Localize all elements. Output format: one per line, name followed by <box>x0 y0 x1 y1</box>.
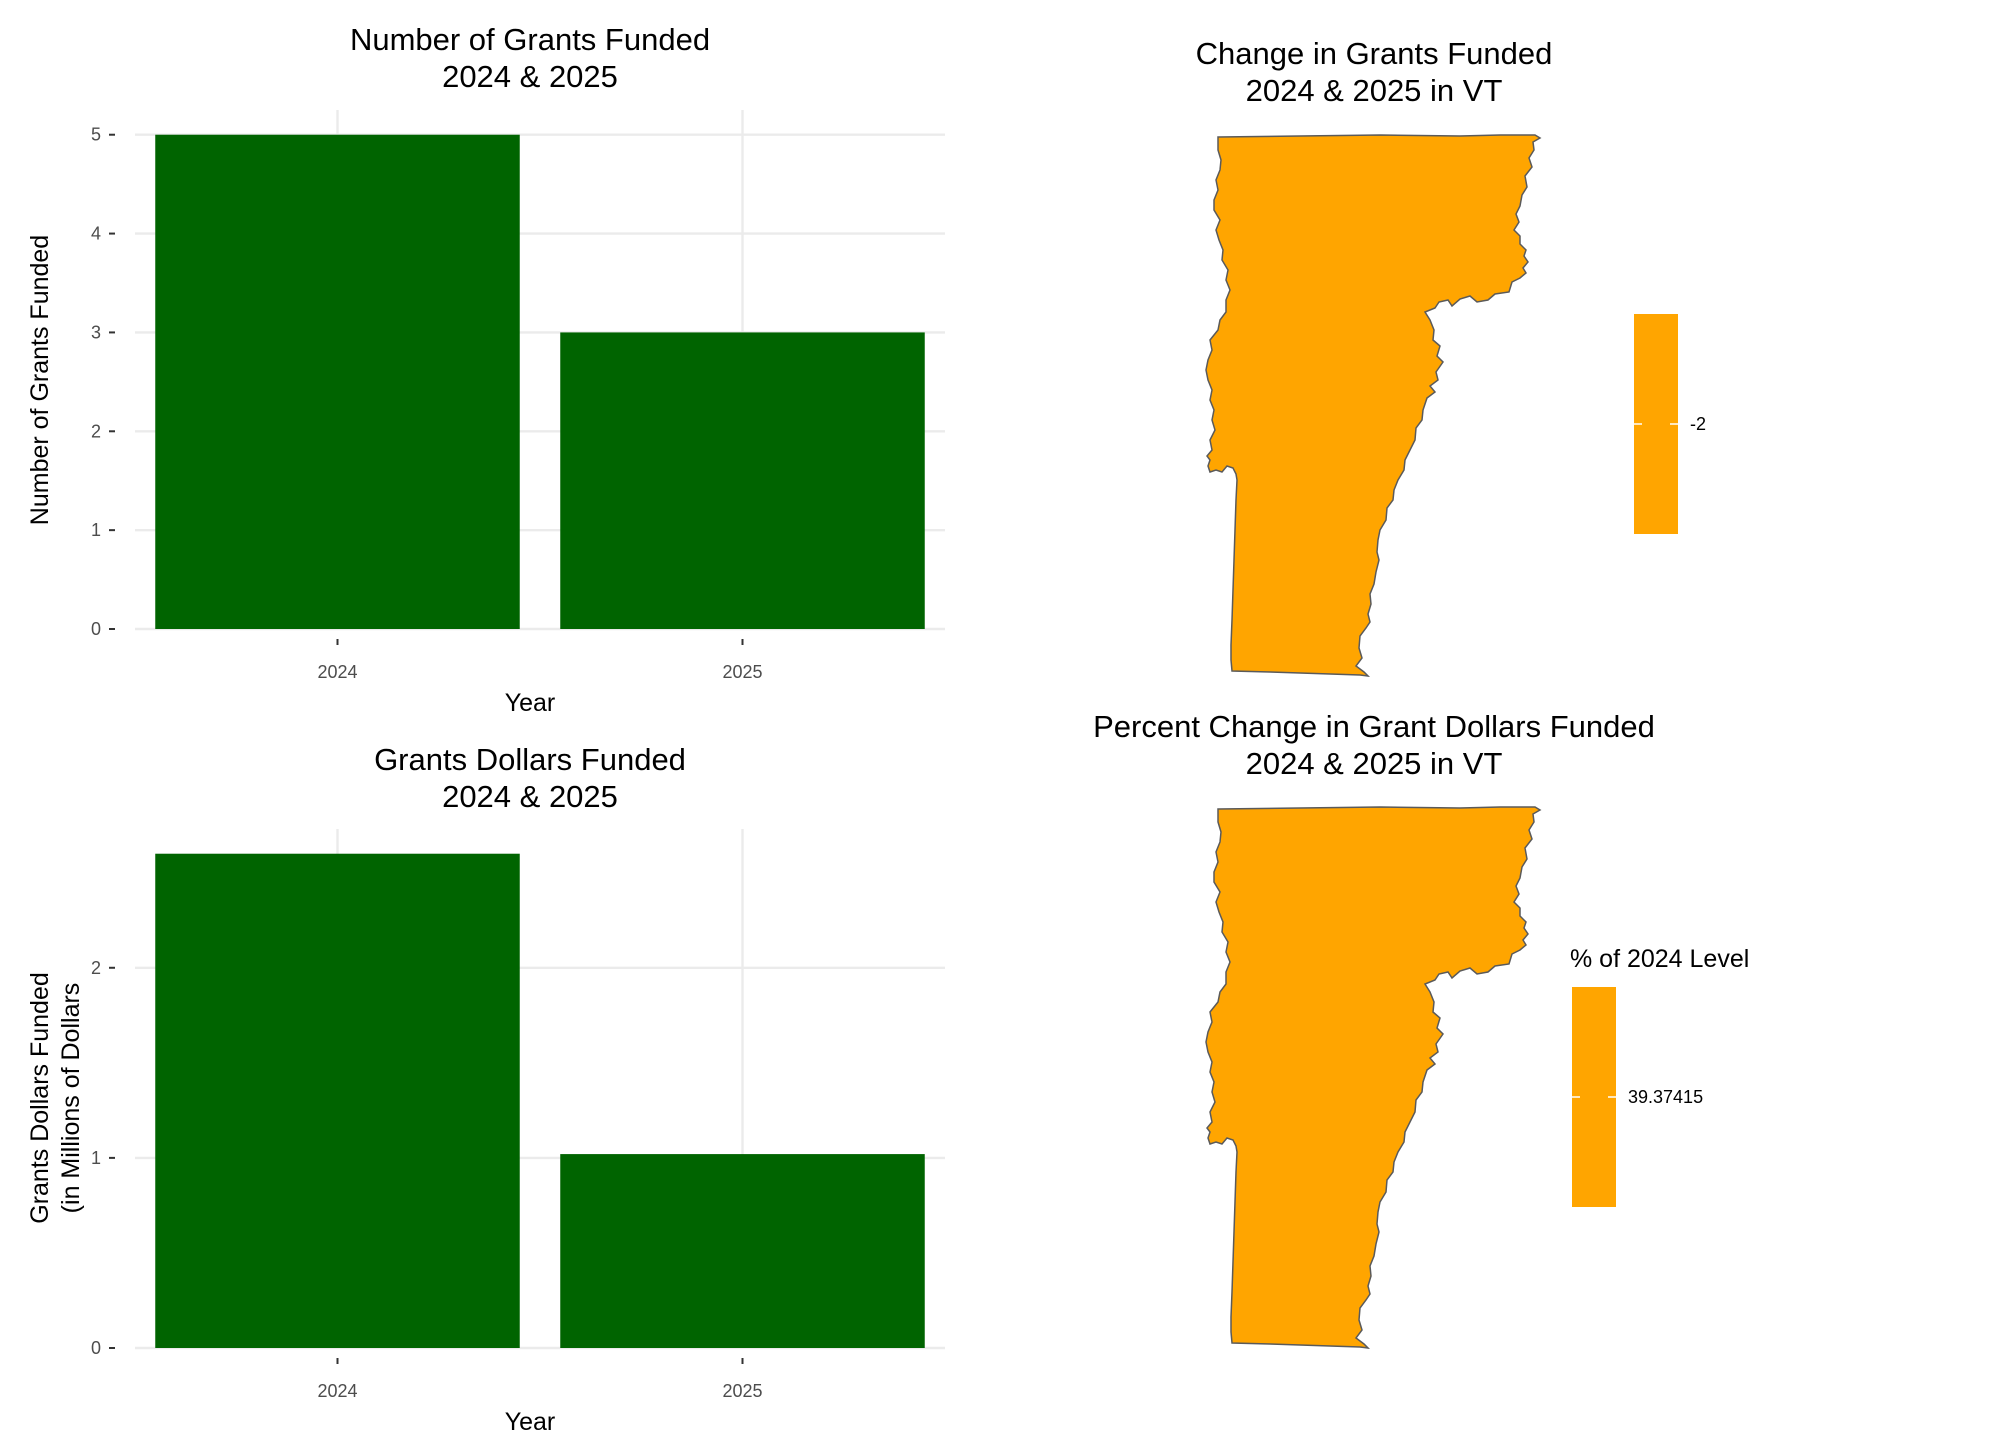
y-axis-title-line1: Grants Dollars Funded <box>26 972 54 1224</box>
map-title-line2: 2024 & 2025 in VT <box>1246 73 1503 108</box>
y-tick-label: 0 <box>91 619 101 639</box>
bar-2024 <box>155 134 520 629</box>
chart-title-line2: 2024 & 2025 <box>442 779 618 814</box>
map-change-grants: Change in Grants Funded 2024 & 2025 in V… <box>1196 36 1706 678</box>
x-tick-label: 2025 <box>722 662 762 682</box>
bar-2024 <box>155 853 520 1348</box>
chart-title-line2: 2024 & 2025 <box>442 59 618 94</box>
vermont-shape <box>1205 806 1542 1350</box>
map-title-line1: Percent Change in Grant Dollars Funded <box>1093 709 1655 744</box>
legend-label: 39.37415 <box>1628 1087 1703 1107</box>
y-tick-label: 1 <box>91 1148 101 1168</box>
y-tick-label: 4 <box>91 224 101 244</box>
legend-label: -2 <box>1690 414 1706 434</box>
y-tick-label: 2 <box>91 958 101 978</box>
y-axis-title-line2: (in Millions of Dollars <box>57 983 85 1214</box>
x-tick-label: 2024 <box>317 1381 357 1401</box>
map-percent-change-dollars: Percent Change in Grant Dollars Funded 2… <box>1093 709 1749 1350</box>
bar-chart-grant-dollars: Grants Dollars Funded 2024 & 2025 0 1 2 202… <box>26 742 945 1436</box>
bar-2025 <box>560 1154 925 1348</box>
chart-title-line1: Grants Dollars Funded <box>374 742 686 777</box>
plot-area: 0 1 2 2024 2025 <box>91 829 945 1401</box>
y-tick-label: 1 <box>91 520 101 540</box>
x-axis-title: Year <box>505 1408 556 1436</box>
map-title-line2: 2024 & 2025 in VT <box>1246 746 1503 781</box>
x-axis-title: Year <box>505 689 556 717</box>
y-tick-label: 2 <box>91 421 101 441</box>
y-tick-label: 5 <box>91 125 101 145</box>
chart-title-line1: Number of Grants Funded <box>350 22 710 57</box>
legend-title: % of 2024 Level <box>1570 945 1749 973</box>
y-tick-label: 3 <box>91 322 101 342</box>
y-tick-label: 0 <box>91 1338 101 1358</box>
bar-2025 <box>560 332 925 629</box>
plot-area: 0 1 2 3 4 5 2024 2025 <box>91 110 945 682</box>
x-tick-label: 2025 <box>722 1381 762 1401</box>
bar-chart-grants-count: Number of Grants Funded 2024 & 2025 0 1 2 3… <box>26 22 945 717</box>
y-axis-title: Number of Grants Funded <box>26 235 54 525</box>
vermont-shape <box>1205 134 1542 678</box>
map-title-line1: Change in Grants Funded <box>1196 36 1553 71</box>
x-tick-label: 2024 <box>317 662 357 682</box>
